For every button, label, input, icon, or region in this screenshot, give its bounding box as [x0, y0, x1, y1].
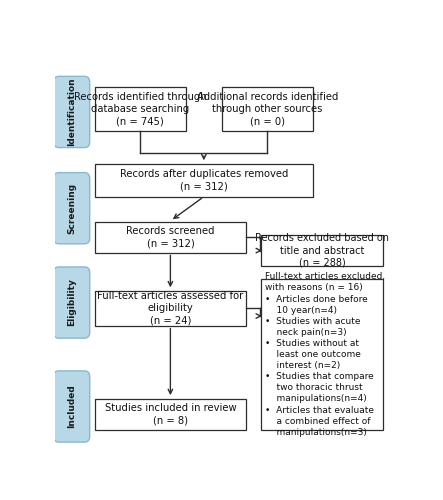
FancyBboxPatch shape: [95, 87, 186, 131]
FancyBboxPatch shape: [54, 267, 89, 338]
Text: Eligibility: Eligibility: [67, 278, 76, 326]
FancyBboxPatch shape: [54, 172, 89, 244]
Text: Additional records identified
through other sources
(n = 0): Additional records identified through ot…: [197, 92, 338, 126]
Text: Records identified through
database searching
(n = 745): Records identified through database sear…: [74, 92, 207, 126]
Text: Records excluded based on
title and abstract
(n = 288): Records excluded based on title and abst…: [255, 233, 389, 268]
FancyBboxPatch shape: [261, 280, 383, 430]
Text: Included: Included: [67, 384, 76, 428]
Text: Full-text articles excluded,
with reasons (n = 16)
•  Articles done before
    1: Full-text articles excluded, with reason…: [265, 272, 385, 436]
FancyBboxPatch shape: [95, 291, 246, 326]
FancyBboxPatch shape: [95, 164, 313, 196]
FancyBboxPatch shape: [95, 222, 246, 252]
FancyBboxPatch shape: [95, 399, 246, 430]
Text: Screening: Screening: [67, 182, 76, 234]
Text: Records after duplicates removed
(n = 312): Records after duplicates removed (n = 31…: [120, 169, 288, 192]
FancyBboxPatch shape: [261, 235, 383, 266]
FancyBboxPatch shape: [54, 371, 89, 442]
Text: Identification: Identification: [67, 78, 76, 146]
Text: Studies included in review
(n = 8): Studies included in review (n = 8): [105, 403, 236, 425]
FancyBboxPatch shape: [54, 76, 89, 148]
Text: Full-text articles assessed for
eligibility
(n = 24): Full-text articles assessed for eligibil…: [97, 291, 244, 326]
FancyBboxPatch shape: [222, 87, 313, 131]
Text: Records screened
(n = 312): Records screened (n = 312): [126, 226, 215, 248]
